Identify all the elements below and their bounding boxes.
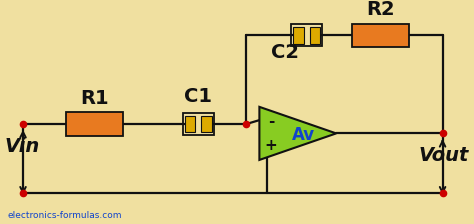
Text: Vin: Vin (4, 137, 40, 156)
Polygon shape (259, 107, 336, 160)
Bar (184, 116, 195, 132)
Text: +: + (265, 138, 278, 153)
Bar (310, 27, 320, 44)
Text: R1: R1 (81, 89, 109, 108)
Text: Av: Av (292, 126, 315, 144)
Bar (293, 27, 304, 44)
Text: C1: C1 (184, 87, 212, 106)
Text: C2: C2 (271, 43, 299, 62)
Text: Vout: Vout (419, 146, 469, 165)
Text: -: - (268, 114, 274, 129)
Bar (291, 24, 322, 46)
Bar (352, 24, 409, 47)
Text: R2: R2 (366, 0, 395, 19)
Text: electronics-formulas.com: electronics-formulas.com (7, 211, 122, 220)
Bar (182, 113, 214, 135)
Bar (201, 116, 212, 132)
Bar (66, 112, 123, 136)
